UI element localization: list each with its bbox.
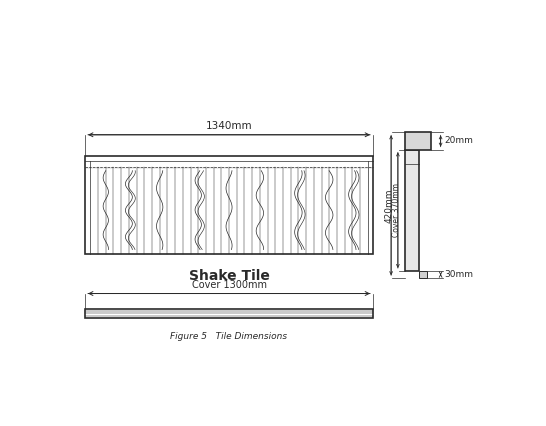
Text: Cover 1300mm: Cover 1300mm bbox=[192, 280, 266, 290]
Text: 420mm: 420mm bbox=[384, 188, 393, 222]
Bar bbox=[419, 271, 427, 278]
Text: 20mm: 20mm bbox=[444, 136, 473, 146]
Bar bbox=[405, 132, 431, 150]
Text: 30mm: 30mm bbox=[444, 270, 473, 279]
Text: Shake Tile: Shake Tile bbox=[188, 269, 270, 283]
Bar bbox=[85, 156, 373, 254]
Text: Cover 370mm: Cover 370mm bbox=[391, 183, 401, 237]
Bar bbox=[85, 309, 373, 319]
Bar bbox=[405, 150, 419, 271]
Text: Figure 5   Tile Dimensions: Figure 5 Tile Dimensions bbox=[170, 332, 288, 341]
Text: 1340mm: 1340mm bbox=[206, 121, 252, 131]
